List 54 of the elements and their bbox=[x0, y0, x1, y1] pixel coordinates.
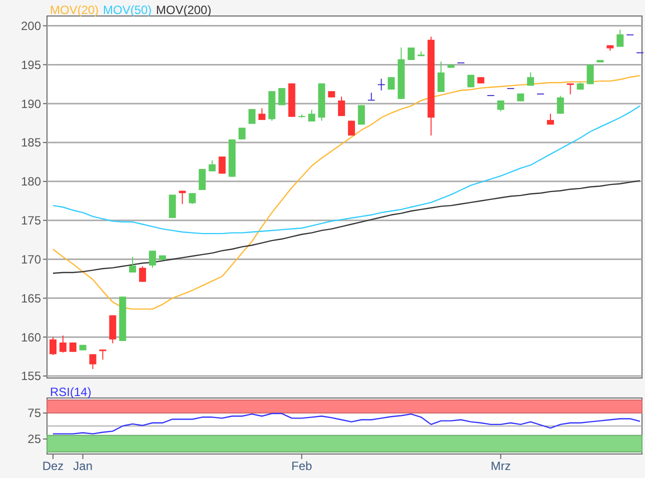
y-tick-label: 160 bbox=[20, 330, 42, 344]
y-tick-label: 170 bbox=[20, 252, 42, 266]
candlestick bbox=[238, 127, 246, 140]
candlestick bbox=[59, 335, 66, 354]
y-tick-label: 155 bbox=[20, 369, 42, 384]
candlestick bbox=[368, 92, 375, 101]
candlestick bbox=[139, 266, 146, 282]
candlestick bbox=[148, 250, 156, 268]
line-series bbox=[52, 74, 641, 310]
line-series bbox=[52, 180, 641, 274]
line-series bbox=[52, 412, 641, 434]
candlestick bbox=[378, 78, 385, 91]
candlestick bbox=[388, 76, 395, 90]
candlestick bbox=[358, 104, 365, 126]
y-tick-label: 185 bbox=[20, 136, 42, 150]
candlestick bbox=[278, 88, 286, 106]
candlestick bbox=[616, 29, 624, 48]
candlestick bbox=[208, 160, 216, 172]
candlestick bbox=[198, 168, 206, 190]
text: MOV(200) bbox=[156, 3, 212, 17]
y-tick-label: 200 bbox=[20, 18, 42, 33]
y-tick-label: 175 bbox=[20, 214, 42, 228]
candlestick bbox=[527, 72, 534, 86]
y-tick-label: 190 bbox=[20, 96, 42, 111]
y-tick-label: 25 bbox=[28, 432, 42, 446]
y-tick-label: 195 bbox=[20, 58, 42, 72]
text: MOV(20) bbox=[50, 3, 99, 17]
candlestick bbox=[408, 47, 415, 61]
y-tick-label: 165 bbox=[20, 291, 42, 306]
candlestick bbox=[99, 349, 106, 360]
x-tick-label: Jan bbox=[73, 459, 93, 473]
y-tick-label: 75 bbox=[28, 406, 42, 420]
candlestick bbox=[168, 194, 176, 219]
candlestick bbox=[218, 156, 226, 174]
candlestick bbox=[586, 64, 594, 85]
line-series bbox=[52, 105, 641, 234]
candlestick bbox=[248, 108, 256, 124]
text: MOV(50) bbox=[103, 3, 152, 17]
x-tick-label: Dez bbox=[42, 459, 64, 473]
candlestick bbox=[188, 192, 196, 205]
candlestick bbox=[467, 74, 474, 88]
candlestick bbox=[348, 120, 355, 136]
text: RSI(14) bbox=[50, 385, 92, 399]
x-tick-label: Feb bbox=[291, 459, 312, 473]
candlestick bbox=[69, 342, 76, 352]
candlestick bbox=[129, 256, 136, 273]
candlestick bbox=[258, 108, 266, 120]
y-tick-label: 180 bbox=[20, 174, 42, 189]
candlestick bbox=[556, 95, 564, 114]
x-tick-label: Mrz bbox=[490, 459, 511, 473]
candlestick bbox=[438, 61, 445, 92]
candlestick bbox=[50, 336, 56, 356]
candlestick bbox=[338, 96, 346, 117]
candlestick bbox=[89, 354, 96, 370]
